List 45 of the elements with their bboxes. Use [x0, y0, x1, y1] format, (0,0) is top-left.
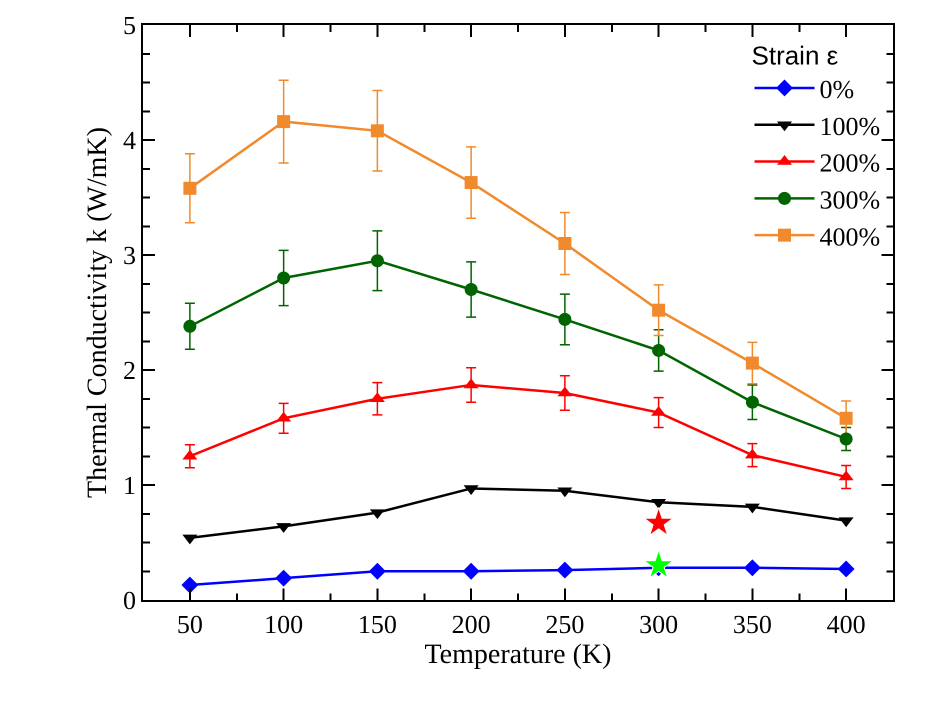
point — [368, 562, 386, 580]
x-tick-label: 200 — [452, 610, 491, 639]
point — [746, 356, 759, 370]
x-tick-label: 300 — [639, 610, 678, 639]
point — [840, 432, 853, 446]
point — [464, 176, 478, 190]
legend-label: 300% — [820, 185, 880, 214]
point — [277, 272, 290, 284]
x-tick-label: 350 — [732, 610, 772, 639]
point — [652, 304, 666, 317]
x-axis-title: Temperature (K) — [424, 638, 612, 670]
point — [275, 570, 292, 587]
point — [558, 237, 572, 250]
point — [181, 576, 198, 594]
y-axis-title: Thermal Conductivity k (W/mK) — [82, 127, 114, 498]
point — [183, 320, 196, 333]
y-tick-label: 1 — [123, 471, 136, 500]
point — [464, 283, 478, 296]
point — [744, 559, 761, 576]
point — [370, 124, 384, 138]
point — [652, 344, 666, 357]
y-tick-label: 5 — [123, 11, 136, 40]
y-tick-label: 3 — [123, 241, 136, 270]
legend-label: 100% — [820, 112, 880, 141]
y-tick-label: 2 — [123, 356, 136, 386]
x-tick-label: 150 — [358, 610, 397, 639]
legend-label: 0% — [820, 75, 854, 104]
point — [370, 254, 384, 268]
x-tick-label: 400 — [826, 610, 866, 639]
legend-title: Strain ε — [752, 40, 839, 71]
x-tick-label: 250 — [545, 610, 584, 639]
point — [838, 560, 855, 578]
x-tick-label: 100 — [264, 610, 304, 639]
point — [462, 562, 480, 580]
legend-label: 200% — [820, 148, 880, 178]
legend-label: 400% — [820, 222, 880, 252]
y-tick-label: 0 — [123, 586, 136, 616]
y-tick-label: 4 — [123, 126, 136, 156]
point — [277, 115, 290, 128]
point — [746, 396, 759, 409]
x-tick-label: 50 — [176, 610, 203, 639]
point — [183, 182, 196, 195]
point — [840, 412, 853, 425]
point — [558, 312, 572, 326]
point — [556, 562, 574, 579]
